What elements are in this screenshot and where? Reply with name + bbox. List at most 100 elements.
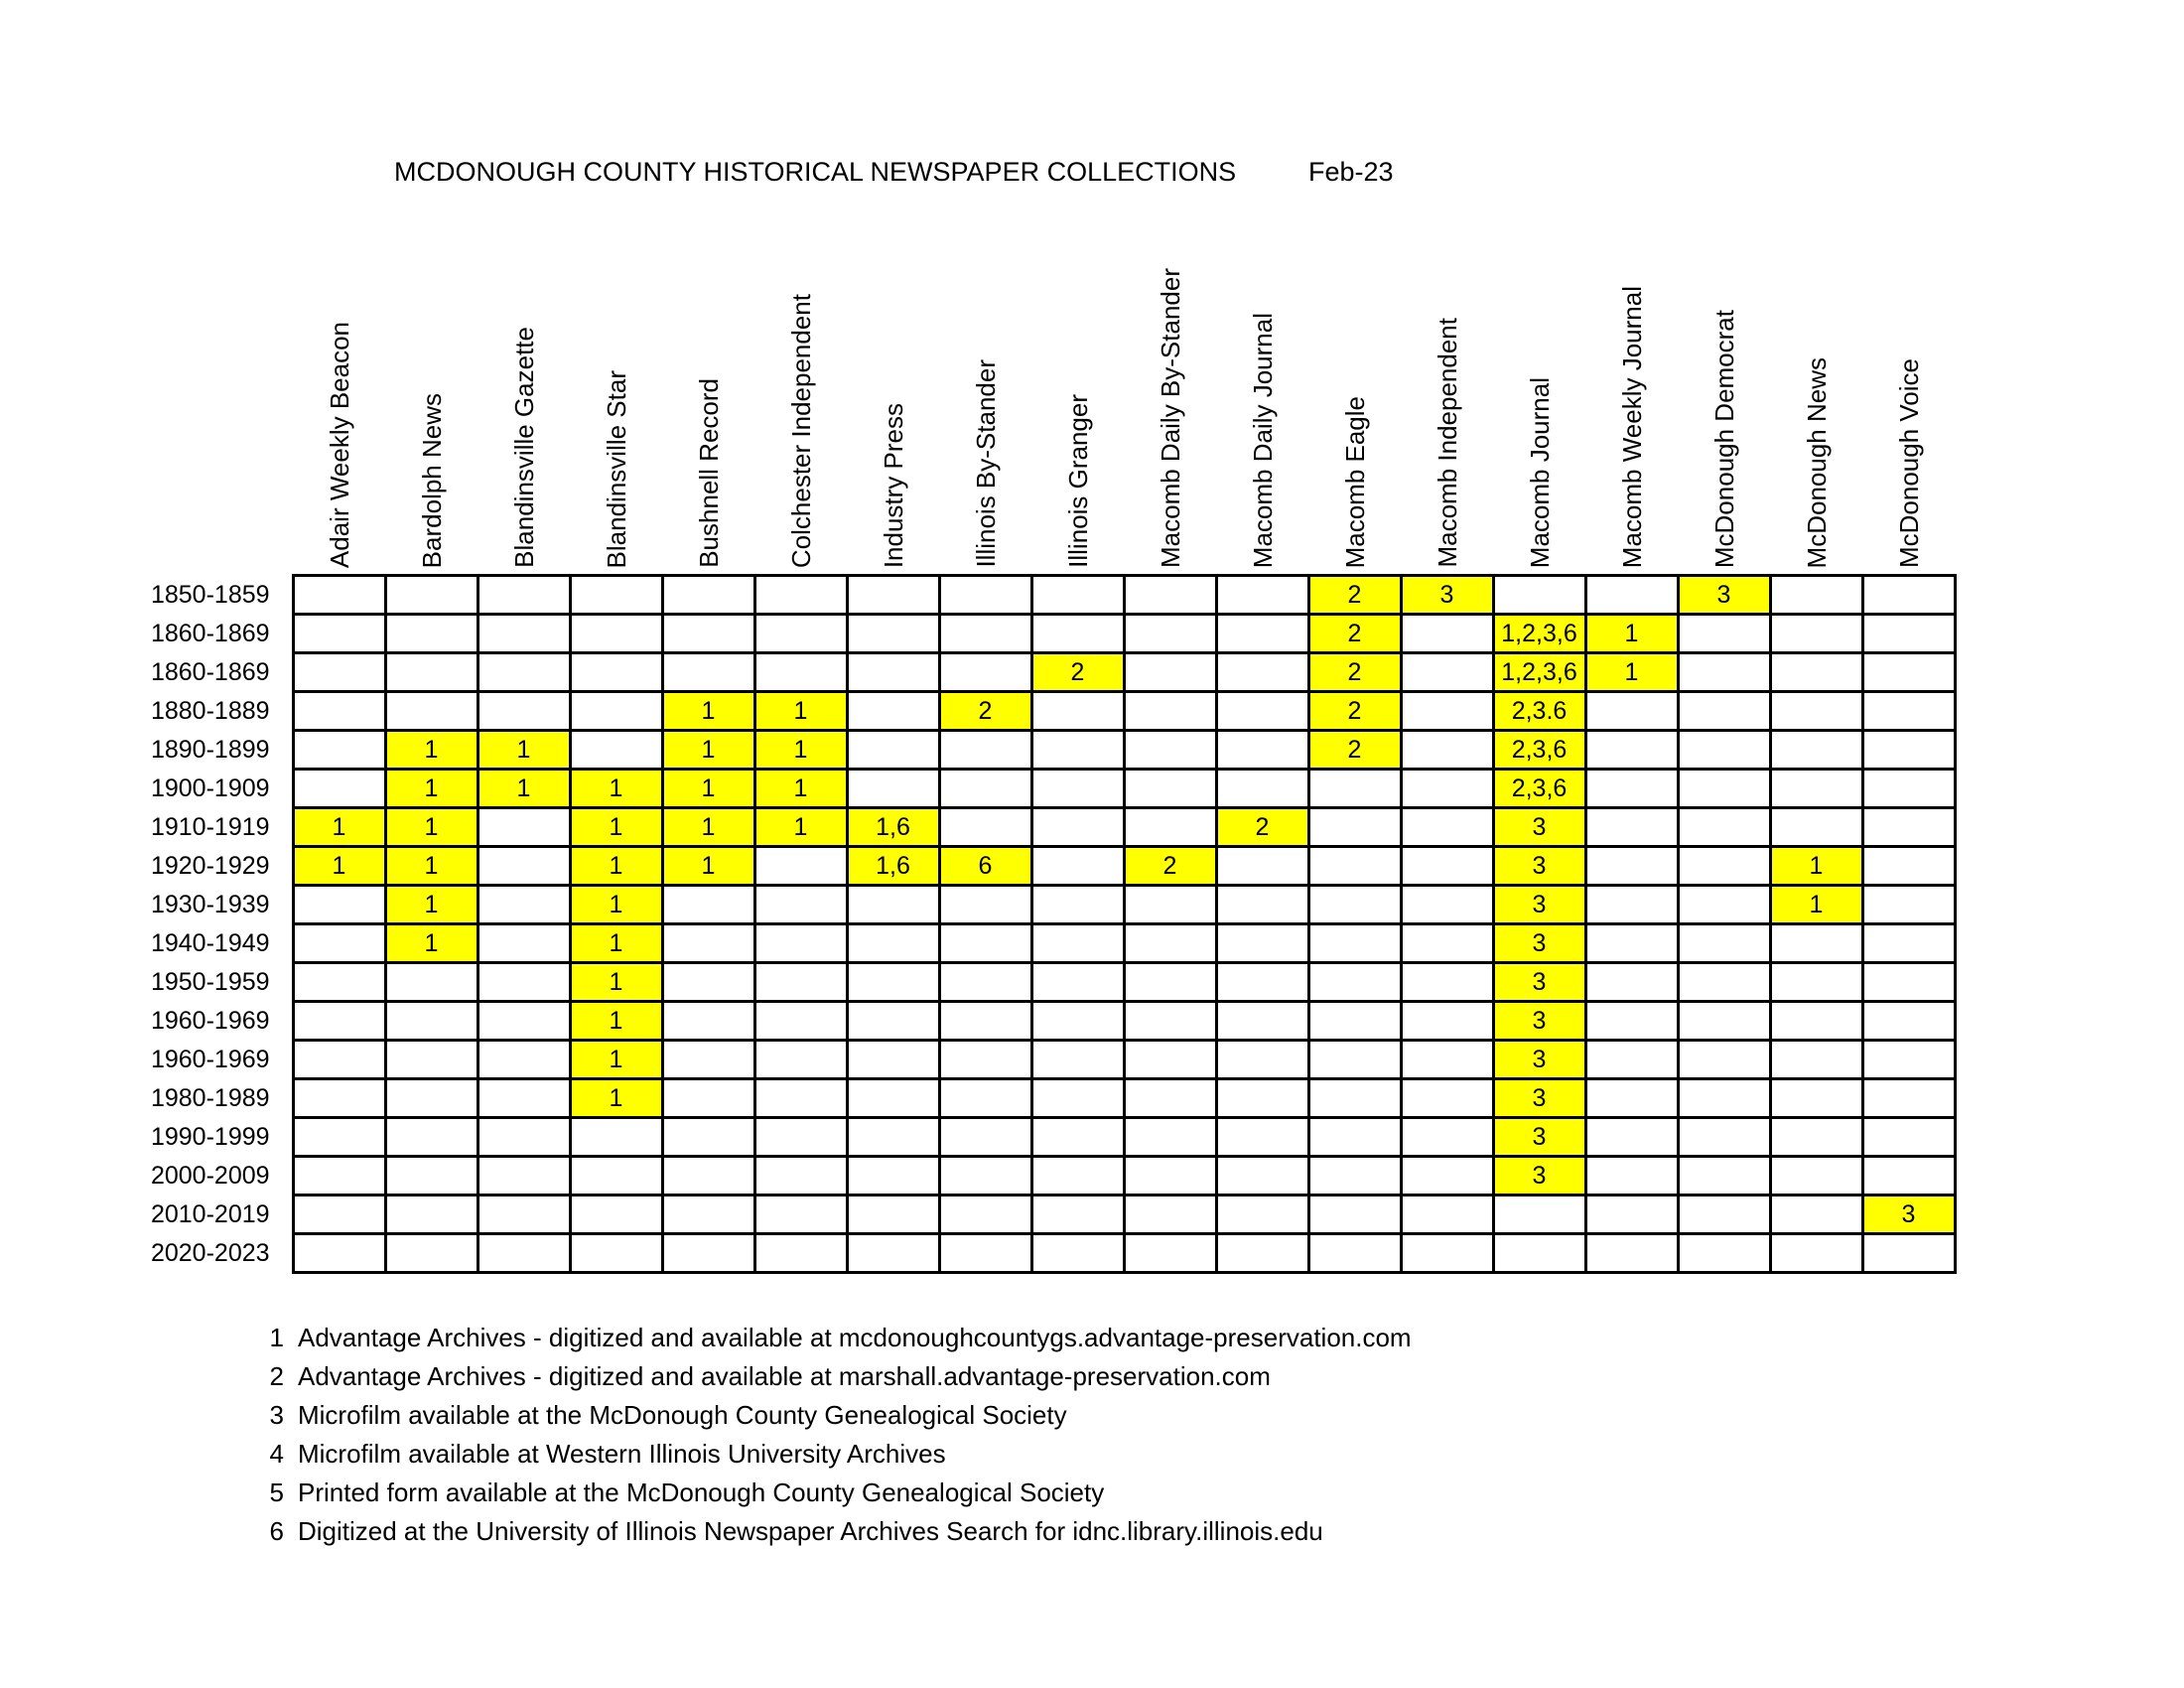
grid-cell xyxy=(1768,574,1864,616)
grid-cell: 1 xyxy=(291,806,387,848)
grid-cell: 2 xyxy=(1306,613,1403,654)
grid-cell xyxy=(383,1155,479,1196)
table-row: 2020-2023 xyxy=(129,1232,1957,1274)
grid-cell xyxy=(1214,613,1310,654)
grid-cell: 1 xyxy=(1583,613,1680,654)
grid-cell xyxy=(1306,1155,1403,1196)
grid-cell: 1 xyxy=(568,1000,664,1042)
grid-cell xyxy=(1306,922,1403,964)
grid-cell: 1 xyxy=(476,729,572,771)
grid-cell xyxy=(291,613,387,654)
grid-cell: 3 xyxy=(1860,1194,1957,1235)
grid-cell: 1 xyxy=(752,729,849,771)
grid-cell xyxy=(383,1000,479,1042)
grid-cell xyxy=(1214,1155,1310,1196)
grid-cell xyxy=(1583,845,1680,887)
grid-cell xyxy=(1676,884,1772,925)
table-row: 1960-1969 1 3 xyxy=(129,1000,1957,1042)
row-label: 2010-2019 xyxy=(150,1199,270,1228)
grid-cell xyxy=(845,1039,941,1080)
grid-cell xyxy=(1122,1232,1218,1274)
footnote-number: 5 xyxy=(269,1477,284,1507)
grid-cell xyxy=(1214,729,1310,771)
column-header-label: Macomb Journal xyxy=(1524,376,1555,568)
grid-cell xyxy=(1122,806,1218,848)
grid-cell xyxy=(383,613,479,654)
grid-cell xyxy=(568,690,664,732)
grid-cell xyxy=(476,613,572,654)
grid-cell: 1 xyxy=(476,768,572,809)
footnote-line: 6 Digitized at the University of Illinois… xyxy=(250,1516,1412,1555)
row-label: 2020-2023 xyxy=(150,1238,270,1267)
grid-cell xyxy=(845,922,941,964)
grid-cell xyxy=(845,1077,941,1119)
grid-cell xyxy=(937,1000,1033,1042)
table-row: 1890-1899 1 1 1 1 2 2,3,6 xyxy=(129,729,1957,771)
grid-cell xyxy=(1122,884,1218,925)
grid-cell xyxy=(937,922,1033,964)
grid-cell xyxy=(1306,1116,1403,1158)
row-label: 1880-1889 xyxy=(150,696,270,725)
row-label: 1900-1909 xyxy=(150,774,270,802)
grid-cell: 1,6 xyxy=(845,806,941,848)
grid-cell xyxy=(1768,768,1864,809)
grid-cell: 1 xyxy=(383,729,479,771)
grid-cell: 1 xyxy=(568,961,664,1003)
grid-cell xyxy=(937,1077,1033,1119)
grid-cell xyxy=(568,613,664,654)
footnote-line: 5 Printed form available at the McDonough… xyxy=(250,1477,1412,1516)
grid-cell xyxy=(1122,729,1218,771)
column-header: Bardolph News xyxy=(385,246,478,574)
grid-cell xyxy=(1122,690,1218,732)
grid-cell xyxy=(1676,651,1772,693)
grid-cell xyxy=(1583,574,1680,616)
grid-cell xyxy=(1583,768,1680,809)
grid-cell: 1,2,3,6 xyxy=(1491,651,1587,693)
grid-cell: 2 xyxy=(1306,651,1403,693)
grid-cell xyxy=(752,1232,849,1274)
column-header-label: Blandinsville Gazette xyxy=(508,327,539,568)
grid-cell xyxy=(1860,884,1957,925)
grid-cell xyxy=(1399,768,1495,809)
grid-cell xyxy=(1122,922,1218,964)
grid-cell xyxy=(476,1039,572,1080)
table-row: 1880-1889 1 1 2 2 2,3.6 xyxy=(129,690,1957,732)
newspaper-collections-table: Adair Weekly Beacon Bardolph News Blandins… xyxy=(129,246,1957,1274)
column-header-label: McDonough Democrat xyxy=(1708,309,1739,568)
grid-cell xyxy=(1399,961,1495,1003)
grid-cell: 1 xyxy=(383,806,479,848)
column-header-label: Colchester Independent xyxy=(785,293,816,568)
grid-cell xyxy=(1768,806,1864,848)
column-header-label: Bushnell Record xyxy=(693,378,724,568)
header-row: Adair Weekly Beacon Bardolph News Blandins… xyxy=(293,246,1957,574)
grid-cell: 1 xyxy=(568,1077,664,1119)
grid-cell xyxy=(845,884,941,925)
grid-cell xyxy=(1583,1232,1680,1274)
grid-cell xyxy=(660,1039,756,1080)
grid-cell xyxy=(1214,1077,1310,1119)
grid-cell xyxy=(1399,1155,1495,1196)
grid-cell xyxy=(937,1116,1033,1158)
column-header: McDonough News xyxy=(1770,246,1862,574)
grid-cell: 3 xyxy=(1491,1000,1587,1042)
grid-cell xyxy=(1860,922,1957,964)
grid-cell: 1 xyxy=(568,806,664,848)
grid-cell xyxy=(1214,651,1310,693)
grid-cell xyxy=(1583,884,1680,925)
grid-cell xyxy=(1399,1000,1495,1042)
grid-cell xyxy=(1029,922,1126,964)
grid-cell xyxy=(1768,922,1864,964)
grid-cell xyxy=(476,1116,572,1158)
grid-cell xyxy=(291,1194,387,1235)
footnote-line: 1 Advantage Archives - digitized and avai… xyxy=(250,1323,1412,1361)
grid-cell xyxy=(1491,1194,1587,1235)
column-header: Colchester Independent xyxy=(754,246,847,574)
grid-cell xyxy=(1029,845,1126,887)
date-label: Feb-23 xyxy=(1308,157,1394,187)
grid-cell xyxy=(937,1039,1033,1080)
grid-cell xyxy=(383,961,479,1003)
grid-cell xyxy=(660,1194,756,1235)
grid-cell xyxy=(1676,1077,1772,1119)
grid-cell xyxy=(476,922,572,964)
grid-cell xyxy=(1306,1194,1403,1235)
